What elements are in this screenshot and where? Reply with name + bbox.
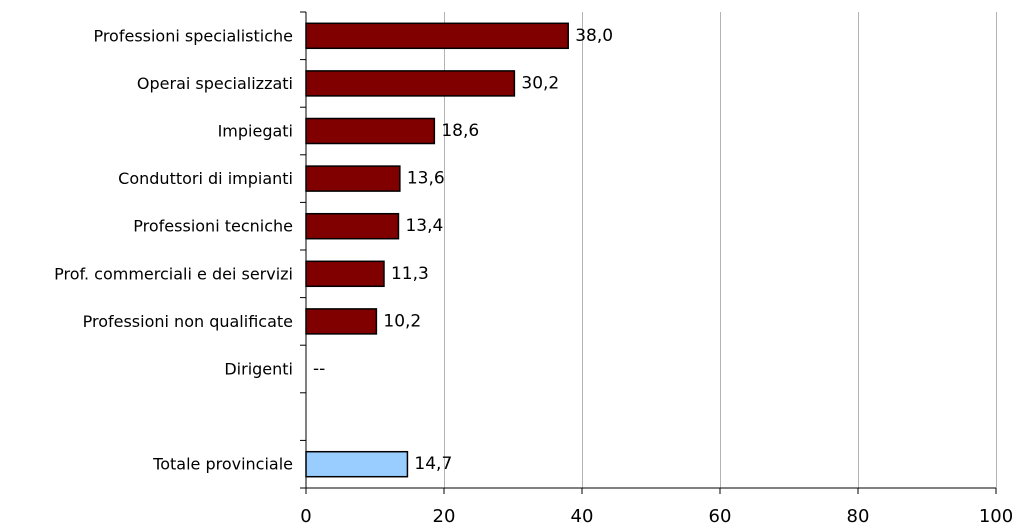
value-label-operai-specializzati: 30,2 bbox=[521, 73, 559, 93]
labels: Professioni specialistiche 38,0 Operai spe… bbox=[54, 26, 1013, 527]
value-label-prof-commerciali-e-dei-servizi: 11,3 bbox=[391, 264, 429, 284]
category-label-professioni-tecniche: Professioni tecniche bbox=[133, 217, 293, 236]
category-label-prof-commerciali-e-dei-servizi: Prof. commerciali e dei servizi bbox=[54, 264, 293, 283]
bar-prof-commerciali-e-dei-servizi bbox=[305, 260, 385, 288]
category-label-totale-provinciale: Totale provinciale bbox=[152, 455, 293, 474]
bar-impiegati bbox=[305, 117, 436, 145]
value-label-professioni-non-qualificate: 10,2 bbox=[383, 311, 421, 331]
category-label-dirigenti: Dirigenti bbox=[224, 360, 293, 379]
x-tick-label-100: 100 bbox=[979, 506, 1013, 527]
bar-totale-provinciale bbox=[305, 450, 409, 478]
bar-conduttori-di-impianti bbox=[305, 165, 401, 192]
bar-professioni-non-qualificate bbox=[305, 308, 378, 335]
category-label-impiegati: Impiegati bbox=[218, 122, 293, 141]
bar-operai-specializzati bbox=[305, 70, 516, 97]
category-label-professioni-non-qualificate: Professioni non qualificate bbox=[83, 312, 293, 331]
bar-professioni-specialistiche bbox=[305, 22, 569, 50]
x-tick-label-0: 0 bbox=[300, 506, 311, 527]
value-label-conduttori-di-impianti: 13,6 bbox=[407, 169, 445, 189]
category-label-conduttori-di-impianti: Conduttori di impianti bbox=[118, 169, 293, 188]
axes bbox=[300, 11, 997, 494]
x-tick-label-60: 60 bbox=[709, 506, 732, 527]
category-label-operai-specializzati: Operai specializzati bbox=[137, 74, 293, 93]
value-label-professioni-specialistiche: 38,0 bbox=[575, 26, 613, 46]
value-label-dirigenti: -- bbox=[313, 359, 325, 379]
value-label-professioni-tecniche: 13,4 bbox=[405, 216, 443, 236]
gridlines bbox=[444, 12, 997, 488]
value-label-impiegati: 18,6 bbox=[441, 121, 479, 141]
x-tick-label-20: 20 bbox=[433, 506, 456, 527]
x-tick-label-40: 40 bbox=[571, 506, 594, 527]
bar-professioni-tecniche bbox=[305, 212, 400, 240]
category-label-professioni-specialistiche: Professioni specialistiche bbox=[93, 26, 293, 45]
value-label-totale-provinciale: 14,7 bbox=[414, 454, 452, 474]
x-tick-label-80: 80 bbox=[847, 506, 870, 527]
